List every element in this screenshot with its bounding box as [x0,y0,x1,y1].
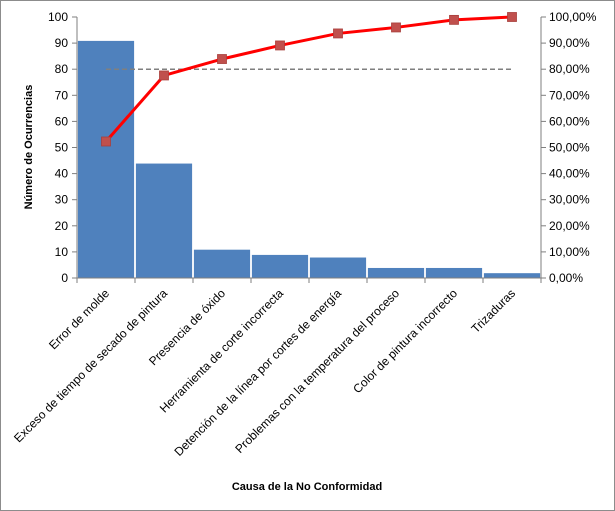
bar [367,267,425,279]
y-axis-title: Número de Ocurrencias [23,85,35,210]
y-tick-label-left: 0 [61,271,68,285]
cumulative-marker [159,70,169,81]
bar [483,272,541,279]
y-tick-label-left: 40 [55,167,69,181]
cumulative-marker [217,54,227,64]
cumulative-line [104,15,513,143]
cumulative-marker [449,14,459,25]
y-tick-label-right: 70,00% [549,88,590,102]
y-tick-label-right: 40,00% [549,167,590,181]
bar [425,267,483,279]
y-tick-label-right: 10,00% [549,245,590,259]
cumulative-marker [391,22,401,33]
cumulative-marker [507,12,517,22]
x-category-label: Color de pintura incorrecto [350,286,460,396]
bar [77,40,135,279]
y-tick-label-right: 100,00% [549,10,597,24]
y-tick-label-left: 20 [55,219,69,233]
y-tick-label-left: 60 [55,114,69,128]
y-tick-label-right: 30,00% [549,193,590,207]
y-tick-label-left: 50 [55,141,69,155]
cumulative-marker [333,28,343,39]
bar [251,254,309,279]
y-tick-label-left: 30 [55,193,69,207]
x-axis-title: Causa de la No Conformidad [232,481,382,493]
bar [135,162,193,279]
x-category-label: Herramienta de corte incorrecta [157,286,286,415]
y-tick-label-left: 70 [55,88,69,102]
y-tick-label-right: 60,00% [549,114,590,128]
y-tick-label-right: 20,00% [549,219,590,233]
y-tick-label-left: 80 [55,62,69,76]
cumulative-marker [101,136,111,147]
bar [193,248,251,279]
x-category-label: Error de molde [46,286,112,352]
y-tick-label-right: 50,00% [549,141,590,155]
y-tick-label-left: 10 [55,245,69,259]
y-tick-label-right: 0,00% [549,271,583,285]
y-tick-label-right: 90,00% [549,36,590,50]
cumulative-marker [275,40,285,51]
x-category-label: Trizaduras [468,286,518,336]
bar [309,256,367,279]
y-tick-label-left: 100 [48,10,68,24]
y-tick-label-left: 90 [55,36,69,50]
y-tick-label-right: 80,00% [549,62,590,76]
